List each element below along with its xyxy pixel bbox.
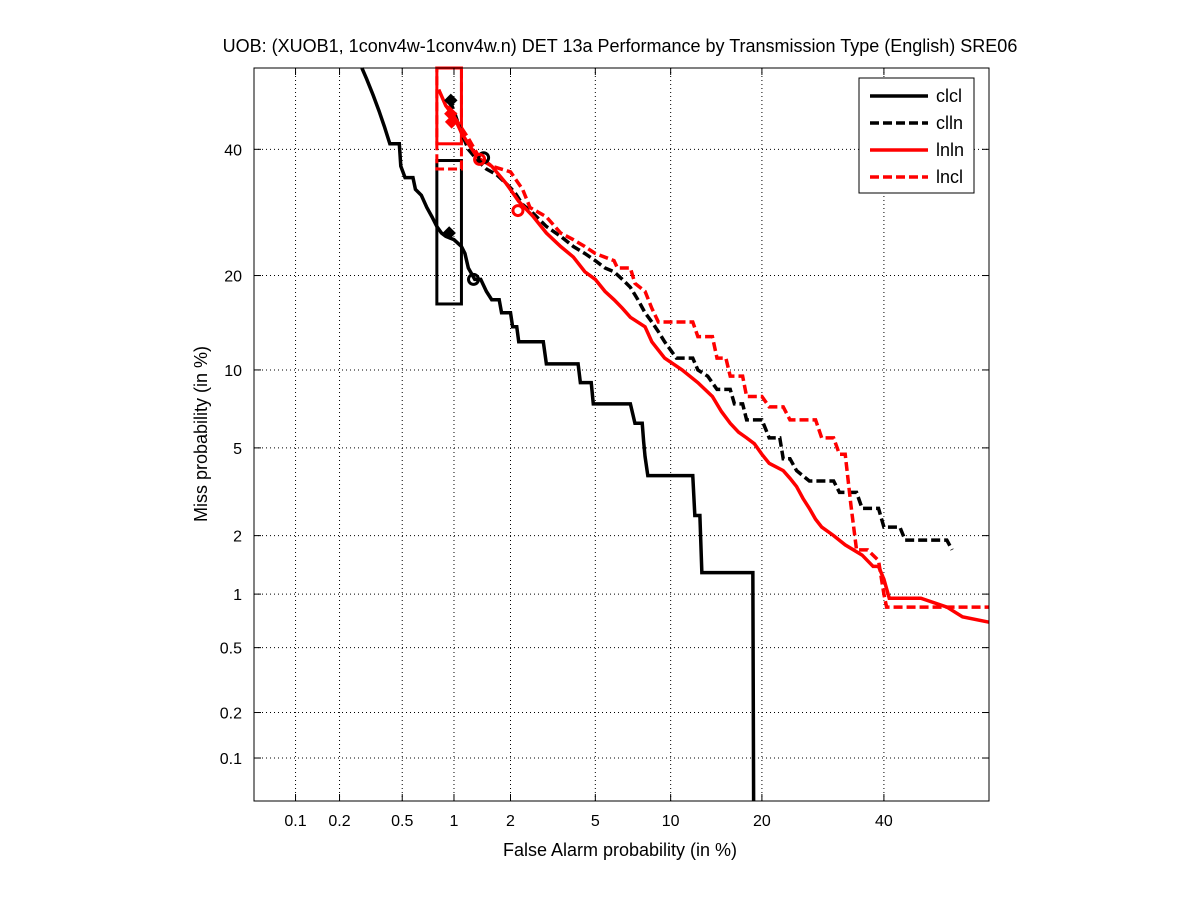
det-curve-lnln: [437, 88, 990, 624]
confidence-box-clcl: [435, 159, 463, 306]
x-tick-label: 0.1: [284, 813, 306, 830]
y-tick-label: 0.5: [220, 641, 242, 658]
x-axis-label: False Alarm probability (in %): [503, 840, 737, 860]
legend-entries: clcl clln lnln lncl: [870, 86, 964, 187]
legend-label-clln: clln: [936, 113, 963, 133]
min-dcf-marker-lncl: [511, 204, 525, 218]
x-tick-label: 2: [506, 813, 515, 830]
y-tick-label: 40: [224, 142, 242, 159]
legend: clcl clln lnln lncl: [858, 77, 975, 194]
y-tick-label: 5: [233, 441, 242, 458]
plot-frame: [253, 67, 990, 802]
legend-label-lnln: lnln: [936, 140, 964, 160]
x-tick-label: 40: [875, 813, 893, 830]
actual-dcf-marker-clcl: [442, 226, 456, 240]
x-tick-label: 0.5: [391, 813, 413, 830]
min-dcf-marker-lnln: [473, 152, 487, 166]
chart-title: UOB: (XUOB1, 1conv4w-1conv4w.n) DET 13a …: [223, 36, 1018, 56]
det-curve-clcl: [360, 67, 756, 802]
x-axis-ticks: 0.1 0.2 0.5 1 2 5 10 20 40: [284, 68, 893, 830]
y-axis-label: Miss probability (in %): [191, 346, 211, 522]
actual-dcf-marker-lncl: [444, 115, 459, 129]
y-tick-label: 1: [233, 587, 242, 604]
det-curves: [360, 67, 990, 802]
y-tick-label: 20: [224, 269, 242, 286]
det-curve-lncl: [446, 104, 989, 609]
confidence-box-lncl: [435, 66, 463, 171]
y-axis-ticks: 0.1 0.2 0.5 1 2 5 10 20 40: [220, 142, 989, 768]
legend-label-clcl: clcl: [936, 86, 962, 106]
x-tick-label: 1: [450, 813, 459, 830]
min-dcf-marker-clcl: [467, 272, 480, 286]
x-tick-label: 20: [753, 813, 771, 830]
legend-label-lncl: lncl: [936, 167, 963, 187]
actual-dcf-marker-clln: [444, 93, 458, 108]
y-tick-label: 10: [224, 363, 242, 380]
y-tick-label: 0.2: [220, 706, 242, 723]
x-tick-label: 5: [591, 813, 600, 830]
y-tick-label: 2: [233, 529, 242, 546]
x-tick-label: 0.2: [328, 813, 350, 830]
operating-point-markers: [442, 93, 525, 286]
y-tick-label: 0.1: [220, 751, 242, 768]
x-tick-label: 10: [662, 813, 680, 830]
